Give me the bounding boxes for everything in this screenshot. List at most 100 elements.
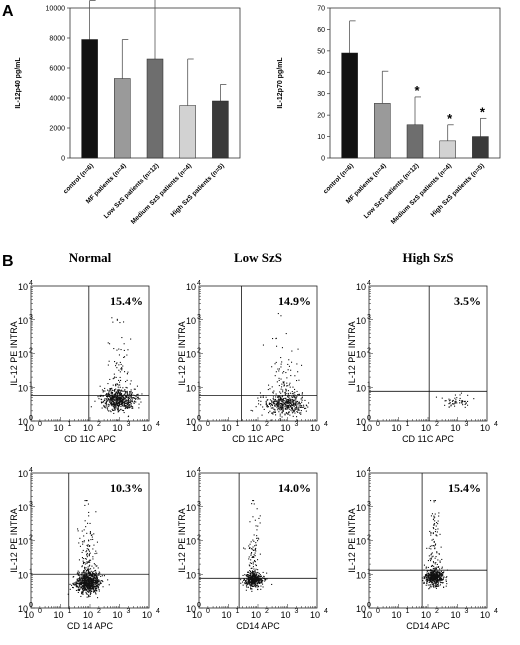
x-tick-exponent: 0 bbox=[38, 608, 42, 615]
x-tick-exponent: 2 bbox=[97, 608, 101, 615]
category-label: control (n=6) bbox=[62, 162, 95, 195]
x-axis-label: CD14 APC bbox=[236, 621, 280, 631]
x-tick-exponent: 3 bbox=[295, 421, 299, 428]
x-tick-label: 10 bbox=[53, 423, 63, 433]
y-tick-exponent: 2 bbox=[367, 348, 371, 355]
y-tick-exponent: 0 bbox=[29, 415, 33, 422]
event-dots bbox=[90, 317, 143, 421]
x-tick-exponent: 1 bbox=[236, 421, 240, 428]
x-tick-label: 10 bbox=[251, 610, 261, 620]
y-tick-label: 2000 bbox=[49, 126, 65, 133]
y-axis-label: IL-12 PE INTRA bbox=[9, 508, 19, 573]
y-tick-exponent: 2 bbox=[367, 535, 371, 542]
dot-plot-2-1: 10 010 010 110 110 210 210 310 310 410 4CD 14 APCI… bbox=[9, 467, 160, 631]
y-tick-label: 10 bbox=[18, 282, 28, 292]
y-tick-exponent: 1 bbox=[197, 381, 201, 388]
y-tick-exponent: 4 bbox=[367, 280, 371, 287]
y-tick-label: 10 bbox=[356, 316, 366, 326]
event-dots bbox=[435, 392, 475, 408]
y-tick-label: 10 bbox=[186, 570, 196, 580]
y-tick-label: 10 bbox=[317, 134, 325, 141]
y-tick-label: 10 bbox=[186, 537, 196, 547]
x-tick-label: 10 bbox=[24, 610, 34, 620]
x-tick-label: 10 bbox=[421, 423, 431, 433]
y-tick-label: 6000 bbox=[49, 66, 65, 73]
category-label: High SzS patients (n=5) bbox=[430, 162, 486, 218]
y-tick-exponent: 3 bbox=[29, 501, 33, 508]
y-tick-exponent: 3 bbox=[197, 314, 201, 321]
y-tick-label: 50 bbox=[317, 48, 325, 55]
y-axis-label: IL-12 PE INTRA bbox=[177, 321, 187, 386]
y-tick-label: 10 bbox=[18, 537, 28, 547]
y-tick-exponent: 0 bbox=[367, 415, 371, 422]
event-dots bbox=[250, 313, 310, 421]
x-tick-label: 10 bbox=[112, 423, 122, 433]
y-tick-exponent: 3 bbox=[367, 501, 371, 508]
x-tick-label: 10 bbox=[280, 423, 290, 433]
y-tick-label: 10 bbox=[356, 570, 366, 580]
x-tick-label: 10 bbox=[280, 610, 290, 620]
y-tick-exponent: 4 bbox=[367, 467, 371, 474]
bar bbox=[146, 58, 164, 159]
bar bbox=[212, 100, 229, 159]
y-tick-exponent: 2 bbox=[197, 535, 201, 542]
x-tick-label: 10 bbox=[480, 423, 490, 433]
column-header: Normal bbox=[69, 250, 112, 265]
y-tick-label: 10 bbox=[356, 503, 366, 513]
category-label: High SzS patients (n=5) bbox=[170, 162, 226, 218]
x-tick-label: 10 bbox=[83, 423, 93, 433]
dot-plot-1-2: 10 010 010 110 110 210 210 310 310 410 4CD 11C APC… bbox=[177, 280, 328, 444]
y-tick-label: 10 bbox=[356, 469, 366, 479]
x-tick-exponent: 1 bbox=[406, 608, 410, 615]
y-tick-exponent: 4 bbox=[29, 467, 33, 474]
percent-label: 3.5% bbox=[454, 294, 481, 308]
x-tick-label: 10 bbox=[221, 610, 231, 620]
dot-plot-1-3: 10 010 010 110 110 210 210 310 310 410 4CD 11C APC… bbox=[347, 280, 498, 444]
x-tick-label: 10 bbox=[450, 423, 460, 433]
y-tick-label: 10 bbox=[356, 537, 366, 547]
y-tick-exponent: 0 bbox=[197, 602, 201, 609]
x-tick-exponent: 3 bbox=[295, 608, 299, 615]
x-tick-exponent: 3 bbox=[127, 608, 131, 615]
y-axis-label: IL-12 PE INTRA bbox=[9, 321, 19, 386]
x-tick-exponent: 2 bbox=[435, 421, 439, 428]
x-tick-exponent: 1 bbox=[406, 421, 410, 428]
x-axis-label: CD14 APC bbox=[406, 621, 450, 631]
y-tick-label: 10 bbox=[186, 350, 196, 360]
y-tick-exponent: 3 bbox=[367, 314, 371, 321]
y-tick-label: 10 bbox=[18, 316, 28, 326]
x-tick-exponent: 2 bbox=[435, 608, 439, 615]
x-tick-label: 10 bbox=[421, 610, 431, 620]
x-tick-label: 10 bbox=[480, 610, 490, 620]
y-tick-exponent: 1 bbox=[367, 568, 371, 575]
x-axis-label: CD 11C APC bbox=[232, 434, 284, 444]
category-label: Medium SzS patients (n=4) bbox=[390, 162, 453, 225]
x-axis-label: CD 11C APC bbox=[64, 434, 116, 444]
x-tick-label: 10 bbox=[221, 423, 231, 433]
dot-plot-1-1: 10 010 010 110 110 210 210 310 310 410 4CD 11C APC… bbox=[9, 280, 160, 444]
x-tick-exponent: 1 bbox=[68, 421, 72, 428]
y-tick-label: 10 bbox=[186, 316, 196, 326]
x-tick-exponent: 4 bbox=[494, 421, 498, 428]
x-tick-label: 10 bbox=[251, 423, 261, 433]
x-tick-exponent: 4 bbox=[156, 421, 160, 428]
x-tick-label: 10 bbox=[362, 610, 372, 620]
panel-b-label: B bbox=[2, 253, 14, 270]
x-tick-exponent: 0 bbox=[376, 608, 380, 615]
y-tick-label: 10 bbox=[356, 417, 366, 427]
x-tick-exponent: 0 bbox=[38, 421, 42, 428]
x-tick-exponent: 2 bbox=[265, 421, 269, 428]
y-tick-label: 10 bbox=[356, 383, 366, 393]
y-tick-label: 10 bbox=[186, 503, 196, 513]
y-tick-label: 60 bbox=[317, 27, 325, 34]
percent-label: 15.4% bbox=[448, 481, 481, 495]
x-axis-label: CD 14 APC bbox=[67, 621, 114, 631]
y-tick-exponent: 2 bbox=[197, 348, 201, 355]
x-tick-exponent: 4 bbox=[324, 608, 328, 615]
y-tick-label: 10 bbox=[356, 282, 366, 292]
percent-label: 14.9% bbox=[278, 294, 311, 308]
y-tick-label: 10 bbox=[186, 383, 196, 393]
y-tick-exponent: 1 bbox=[367, 381, 371, 388]
